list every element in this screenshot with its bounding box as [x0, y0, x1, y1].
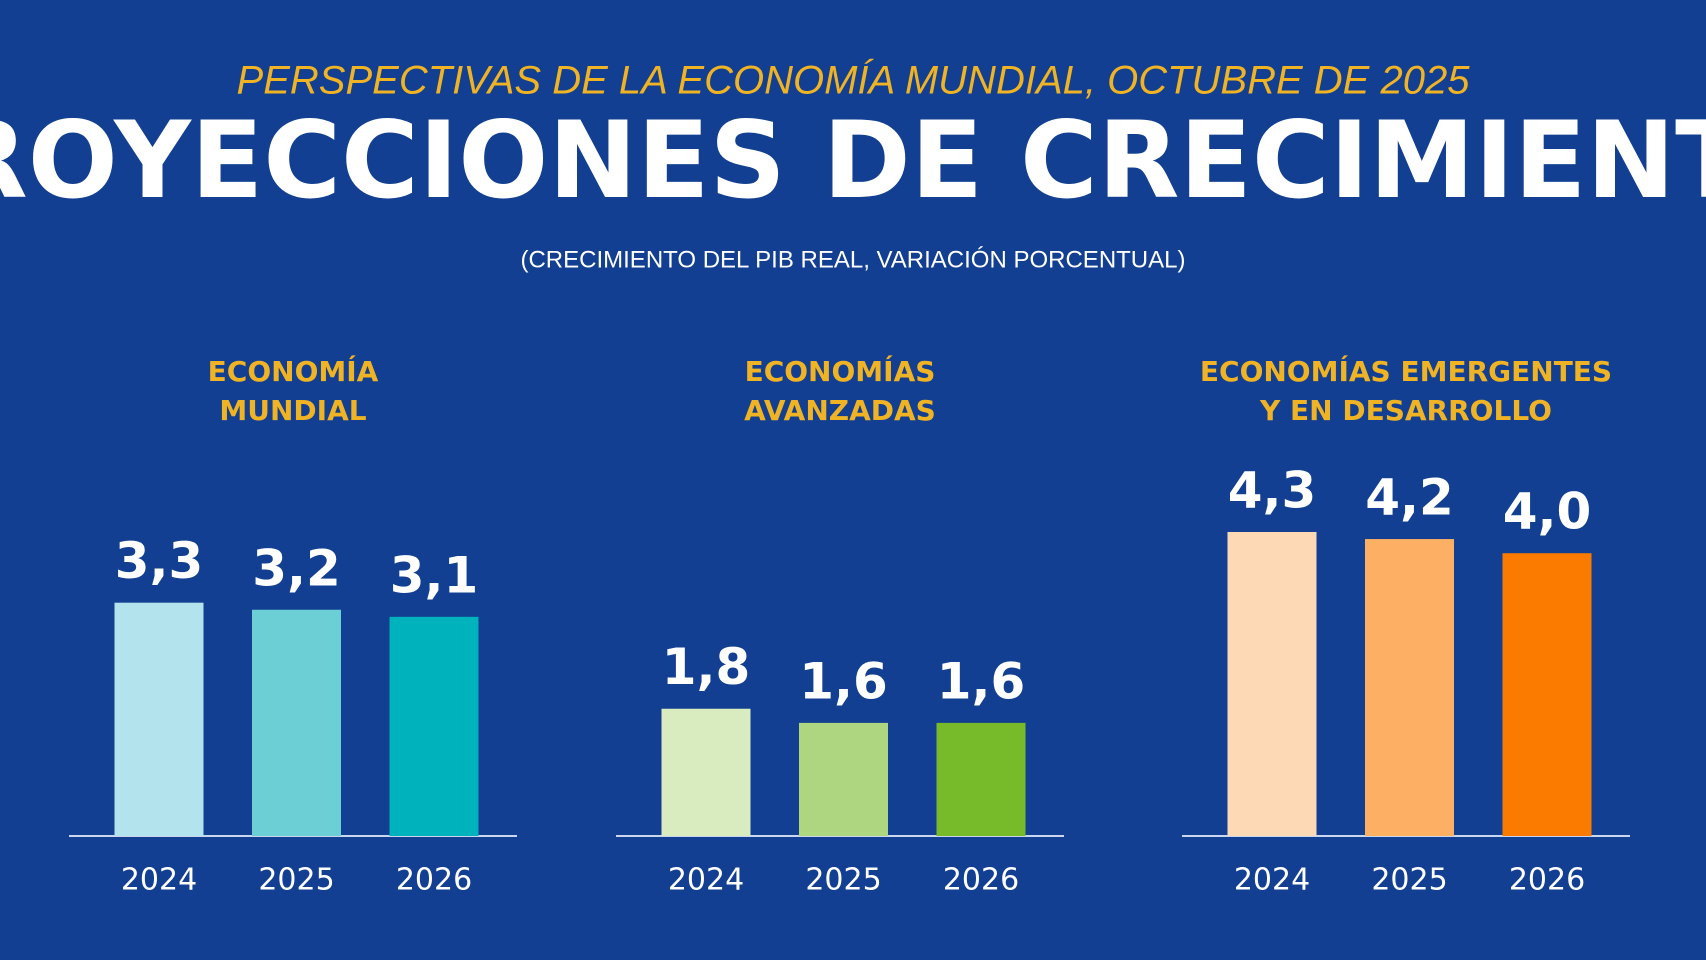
x-tick-label: 2024: [1234, 863, 1310, 898]
bar: [1502, 553, 1592, 836]
subtitle: (CRECIMIENTO DEL PIB REAL, VARIACIÓN POR…: [520, 246, 1185, 273]
x-tick-label: 2024: [668, 863, 744, 898]
bar: [661, 708, 751, 836]
value-label: 4,3: [1228, 461, 1317, 519]
x-tick-label: 2026: [1509, 863, 1585, 898]
x-tick-label: 2025: [1371, 863, 1447, 898]
bar: [799, 722, 888, 836]
main-title: PROYECCIONES DE CRECIMIENTO: [0, 99, 1706, 222]
x-tick-label: 2025: [805, 863, 881, 898]
bar: [114, 602, 204, 836]
panel-title: ECONOMÍAS EMERGENTES: [1200, 354, 1612, 388]
bar: [1227, 531, 1317, 836]
bar: [252, 609, 341, 836]
panel-title: ECONOMÍAS: [745, 354, 936, 388]
x-tick-label: 2024: [121, 863, 197, 898]
value-label: 3,2: [252, 539, 341, 597]
panel-title: MUNDIAL: [219, 394, 366, 427]
bar: [389, 616, 479, 836]
value-label: 4,0: [1503, 483, 1592, 541]
panel-title: ECONOMÍA: [208, 354, 379, 388]
bar: [1365, 539, 1454, 836]
panel-title: Y EN DESARROLLO: [1259, 394, 1552, 427]
panel-title: AVANZADAS: [744, 394, 936, 427]
kicker: PERSPECTIVAS DE LA ECONOMÍA MUNDIAL, OCT…: [237, 58, 1471, 103]
value-label: 3,3: [115, 532, 204, 590]
x-tick-label: 2026: [396, 863, 472, 898]
bar: [936, 722, 1026, 836]
value-label: 3,1: [390, 546, 479, 604]
value-label: 1,6: [937, 652, 1026, 710]
value-label: 1,8: [662, 638, 751, 696]
x-tick-label: 2025: [258, 863, 334, 898]
value-label: 4,2: [1365, 469, 1454, 527]
value-label: 1,6: [799, 652, 888, 710]
x-tick-label: 2026: [943, 863, 1019, 898]
